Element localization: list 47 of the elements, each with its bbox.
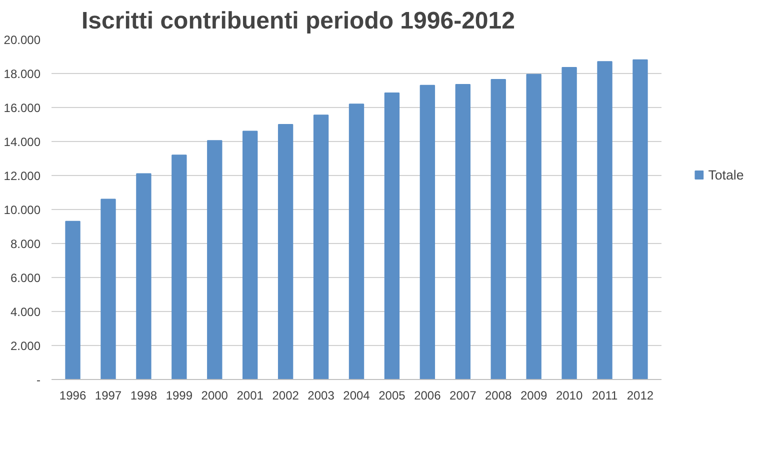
bar — [420, 84, 436, 380]
y-tick-label: 6.000 — [10, 271, 41, 285]
bar — [172, 154, 187, 380]
x-tick-label: 1998 — [130, 388, 158, 402]
bar — [242, 130, 258, 380]
bar — [65, 220, 80, 380]
x-tick-label: 2001 — [236, 388, 264, 402]
y-tick-label: - — [36, 373, 41, 387]
bar — [455, 84, 470, 380]
y-tick-label: 16.000 — [4, 101, 41, 115]
y-tick-label: 14.000 — [4, 135, 41, 149]
y-tick-label: 8.000 — [10, 237, 41, 251]
x-tick-label: 1996 — [59, 388, 86, 402]
x-tick-label: 2011 — [592, 388, 618, 402]
x-tick-label: 2005 — [378, 388, 406, 402]
y-tick-label: 10.000 — [4, 203, 41, 217]
y-tick-label: 12.000 — [4, 169, 41, 183]
bar — [100, 198, 116, 380]
x-tick-label: 1999 — [166, 388, 193, 402]
bar — [313, 114, 329, 380]
chart-title: Iscritti contribuenti periodo 1996-2012 — [82, 8, 515, 34]
bar — [562, 67, 577, 380]
bar — [278, 124, 294, 380]
y-tick-label: 4.000 — [10, 305, 41, 319]
x-tick-label: 1997 — [94, 388, 122, 402]
y-tick-label: 18.000 — [4, 67, 41, 81]
x-tick-label: 2000 — [201, 388, 228, 402]
x-tick-label: 2012 — [626, 388, 654, 402]
x-tick-label: 2008 — [485, 388, 512, 402]
bar — [384, 92, 400, 380]
bar — [597, 61, 612, 380]
y-tick-label: 20.000 — [4, 33, 41, 47]
x-tick-label: 2004 — [343, 388, 370, 402]
y-tick-label: 2.000 — [10, 339, 41, 353]
x-tick-label: 2003 — [308, 388, 335, 402]
x-tick-label: 2009 — [520, 388, 548, 402]
bar — [490, 78, 506, 380]
bar — [348, 104, 364, 380]
legend-label: Totale — [708, 167, 744, 182]
x-tick-label: 2007 — [450, 388, 477, 402]
bar — [526, 74, 542, 380]
x-tick-label: 2002 — [272, 388, 300, 402]
x-tick-label: 2010 — [556, 388, 583, 402]
bar — [207, 140, 222, 380]
x-tick-label: 2006 — [414, 388, 442, 402]
bar — [136, 173, 152, 380]
bar — [632, 59, 648, 380]
